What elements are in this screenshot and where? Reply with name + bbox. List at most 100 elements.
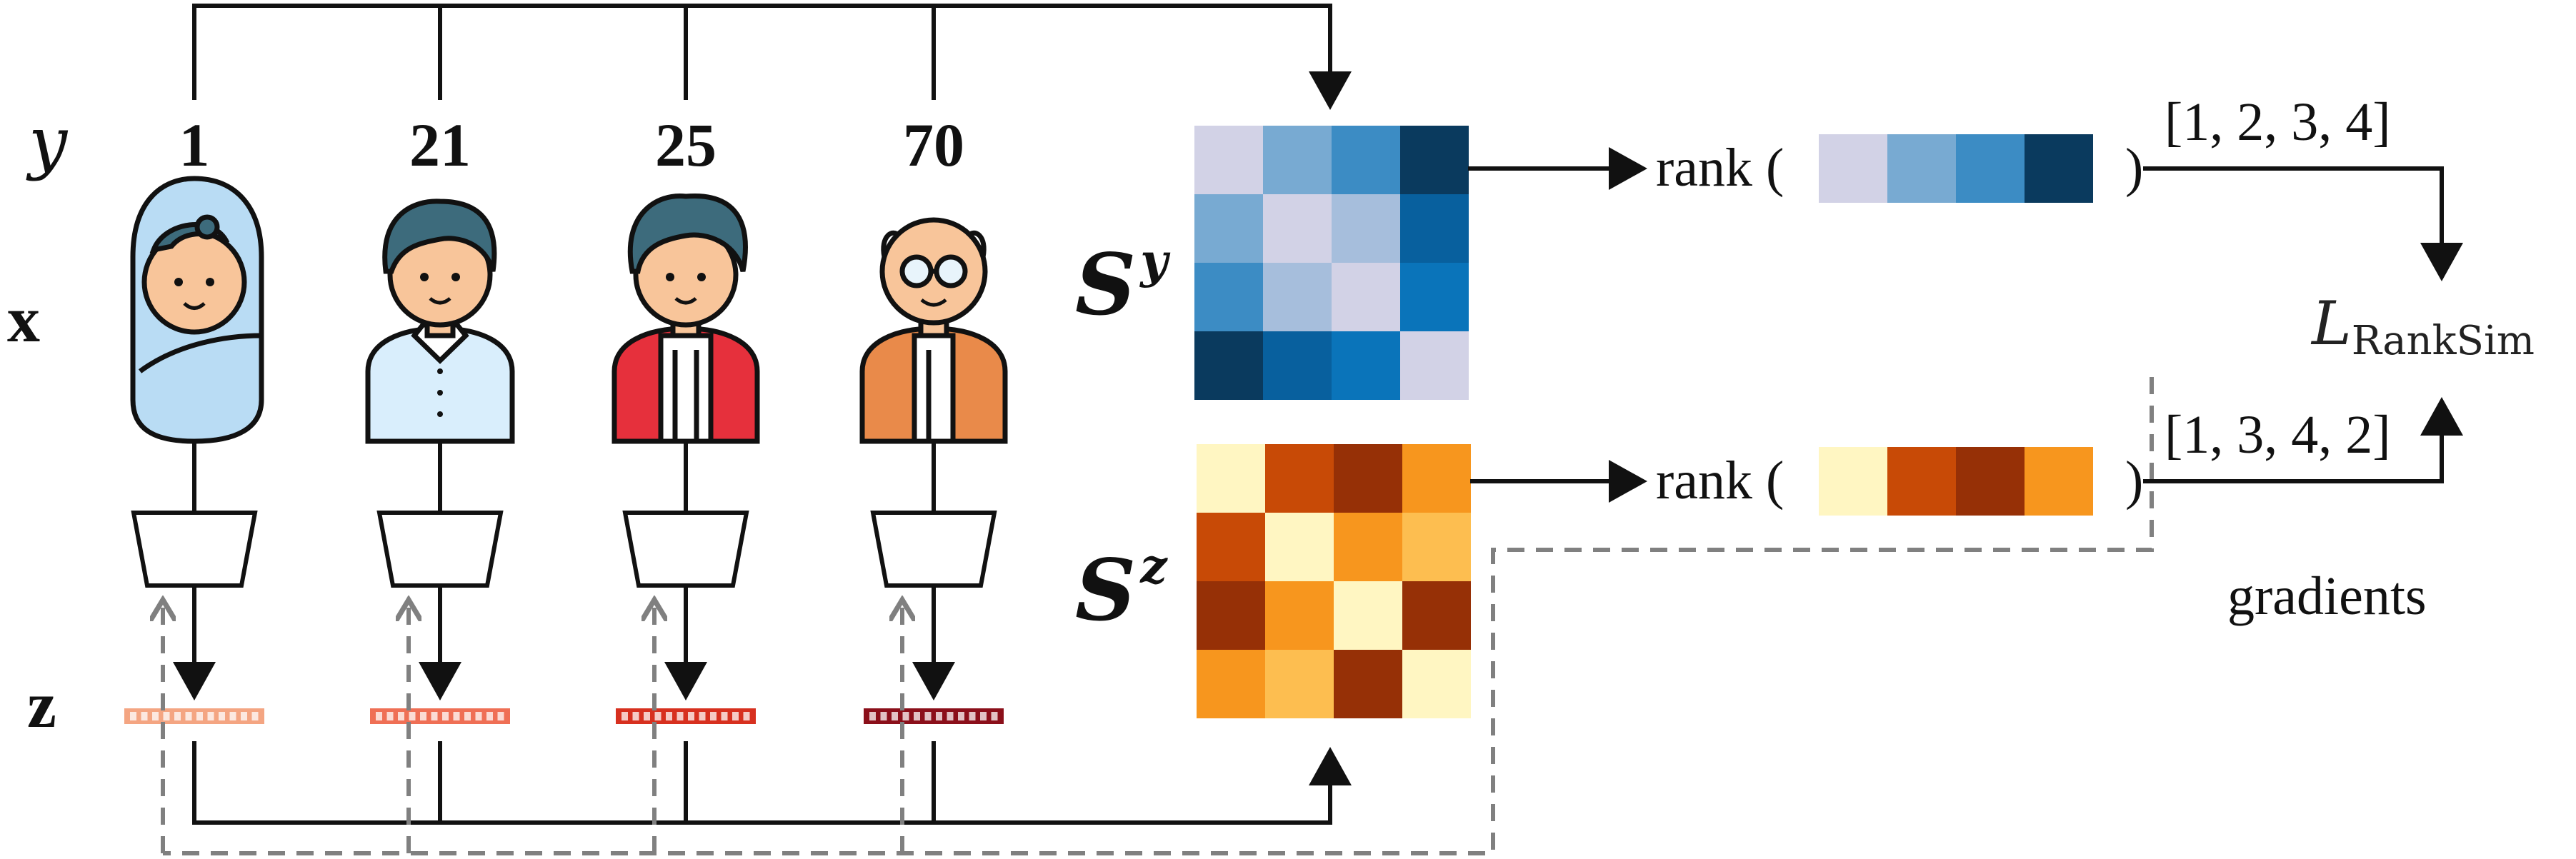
- rank-y-open: rank (: [1656, 138, 1784, 198]
- embedding-bar-slot: [677, 712, 684, 720]
- gradients-label: gradients: [2227, 566, 2427, 626]
- embedding-bar-slot: [991, 712, 998, 720]
- s-y-cell-3-0: [1194, 331, 1263, 400]
- embedding-bar-fill: [864, 708, 1004, 724]
- embedding-bar-slot: [497, 712, 504, 720]
- s-z-cell-1-0: [1197, 513, 1265, 581]
- embedding-bar-slot: [892, 712, 898, 720]
- embedding-bar-fill: [124, 708, 264, 724]
- label-x: x: [7, 283, 40, 356]
- embedding-bar-slot: [229, 712, 236, 720]
- s-z-cell-0-1: [1265, 444, 1334, 513]
- embedding-bar-slot: [869, 712, 876, 720]
- embedding-bar-slot: [924, 712, 932, 720]
- embedding-bar-2: [370, 708, 510, 724]
- embedding-bar-fill: [370, 708, 510, 724]
- s-z-cell-0-0: [1197, 444, 1265, 513]
- embedding-bar-slot: [174, 712, 181, 720]
- rank-y-close: ): [2125, 138, 2143, 198]
- embedding-bar-slot: [219, 712, 225, 720]
- s-z-cell-1-3: [1402, 513, 1471, 581]
- embedding-bar-slot: [141, 712, 148, 720]
- label-similarity-matrix: [1194, 126, 1469, 400]
- embedding-bar-slot: [207, 712, 214, 720]
- s-z-cell-2-3: [1402, 581, 1471, 650]
- embedding-bar-slot: [475, 712, 482, 720]
- age-label-2: 21: [409, 111, 471, 179]
- arrow-rank-y-to-loss: [2143, 166, 2463, 281]
- rank-z-open: rank (: [1656, 451, 1784, 511]
- s-z-cell-2-2: [1334, 581, 1402, 650]
- embedding-bar-slot: [376, 712, 382, 720]
- embedding-bar-slot: [721, 712, 728, 720]
- s-y-cell-2-0: [1194, 263, 1263, 331]
- embedding-bar-slot: [732, 712, 739, 720]
- s-y-cell-3-1: [1263, 331, 1332, 400]
- rank-z-cell-3: [2025, 447, 2093, 516]
- s-z-cell-2-1: [1265, 581, 1334, 650]
- s-y-cell-3-2: [1332, 331, 1400, 400]
- embedding-bar-slot: [409, 712, 416, 720]
- rank-y-cell-1: [1887, 134, 1956, 203]
- embedding-bar-slot: [398, 712, 404, 720]
- embedding-bus-arrow: [192, 741, 1352, 825]
- embedding-bar-slot: [699, 712, 706, 720]
- s-z-cell-0-3: [1402, 444, 1471, 513]
- rank-z-close: ): [2125, 451, 2143, 511]
- rank-y-row: [1819, 134, 2093, 203]
- rank-y-cell-3: [2025, 134, 2093, 203]
- rank-z-cell-2: [1956, 447, 2025, 516]
- embedding-bar-slot: [431, 712, 438, 720]
- ranksim-loss: LRankSim: [2310, 288, 2535, 364]
- s-y-cell-3-3: [1400, 331, 1469, 400]
- embedding-bar-slot: [936, 712, 942, 720]
- s-y-cell-0-3: [1400, 126, 1469, 194]
- embedding-bar-slot: [688, 712, 694, 720]
- embedding-bar-4: [864, 708, 1004, 724]
- embedding-bar-slot: [152, 712, 159, 720]
- embedding-bar-slot: [980, 712, 987, 720]
- embedding-bar-slot: [442, 712, 449, 720]
- encoder-1: [131, 511, 258, 588]
- rank-z-cell-0: [1819, 447, 1887, 516]
- label-s-z: Sz: [1075, 538, 1168, 640]
- s-z-cell-2-0: [1197, 581, 1265, 650]
- rank-y-cell-2: [1956, 134, 2025, 203]
- rank-y-cell-0: [1819, 134, 1887, 203]
- embedding-bar-slot: [130, 712, 136, 720]
- s-y-cell-0-0: [1194, 126, 1263, 194]
- embedding-bar-slot: [644, 712, 650, 720]
- s-z-cell-1-2: [1334, 513, 1402, 581]
- label-bus-arrow: [192, 4, 1352, 110]
- embedding-bar-slot: [621, 712, 628, 720]
- s-y-cell-2-2: [1332, 263, 1400, 331]
- rank-y-result: [1, 2, 3, 4]: [2165, 92, 2391, 152]
- young-man-icon: [365, 199, 515, 444]
- s-z-cell-1-1: [1265, 513, 1334, 581]
- s-y-cell-0-1: [1263, 126, 1332, 194]
- embedding-bar-slot: [464, 712, 471, 720]
- s-y-cell-0-2: [1332, 126, 1400, 194]
- s-z-cell-3-2: [1334, 650, 1402, 718]
- age-label-3: 25: [655, 111, 717, 179]
- encoder-3: [622, 511, 749, 588]
- rank-z-row: [1819, 447, 2093, 516]
- embedding-bar-1: [124, 708, 264, 724]
- rank-z-result: [1, 3, 4, 2]: [2165, 405, 2391, 465]
- embedding-bar-slot: [947, 712, 954, 720]
- embedding-bar-slot: [251, 712, 259, 720]
- encoder-2: [376, 511, 504, 588]
- embedding-bar-slot: [654, 712, 662, 720]
- s-y-cell-2-3: [1400, 263, 1469, 331]
- s-y-cell-1-0: [1194, 194, 1263, 263]
- feature-similarity-matrix: [1197, 444, 1471, 718]
- embedding-bar-slot: [958, 712, 964, 720]
- old-man-icon: [859, 217, 1008, 444]
- gradient-flow-dashed: [163, 377, 2154, 855]
- embedding-bar-slot: [632, 712, 639, 720]
- embedding-bar-slot: [914, 712, 920, 720]
- embedding-bar-slot: [241, 712, 247, 720]
- embedding-bar-slot: [420, 712, 426, 720]
- s-y-cell-2-1: [1263, 263, 1332, 331]
- embedding-bars: [124, 708, 1004, 724]
